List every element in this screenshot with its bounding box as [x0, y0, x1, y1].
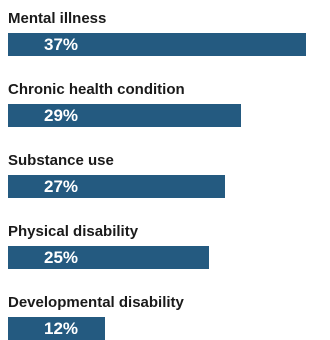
data-label: 12%	[44, 319, 79, 338]
category-label: Developmental disability	[8, 294, 184, 311]
category-label: Physical disability	[8, 223, 139, 240]
bar: 29%	[8, 104, 241, 127]
bar: 12%	[8, 317, 105, 340]
bar: 25%	[8, 246, 209, 269]
data-label: 37%	[44, 35, 79, 54]
data-label: 27%	[44, 177, 79, 196]
bar: 37%	[8, 33, 306, 56]
data-label: 29%	[44, 106, 79, 125]
data-label: 25%	[44, 248, 79, 267]
category-label: Substance use	[8, 152, 114, 169]
category-label: Mental illness	[8, 10, 107, 27]
bar: 27%	[8, 175, 225, 198]
category-label: Chronic health condition	[8, 81, 185, 98]
